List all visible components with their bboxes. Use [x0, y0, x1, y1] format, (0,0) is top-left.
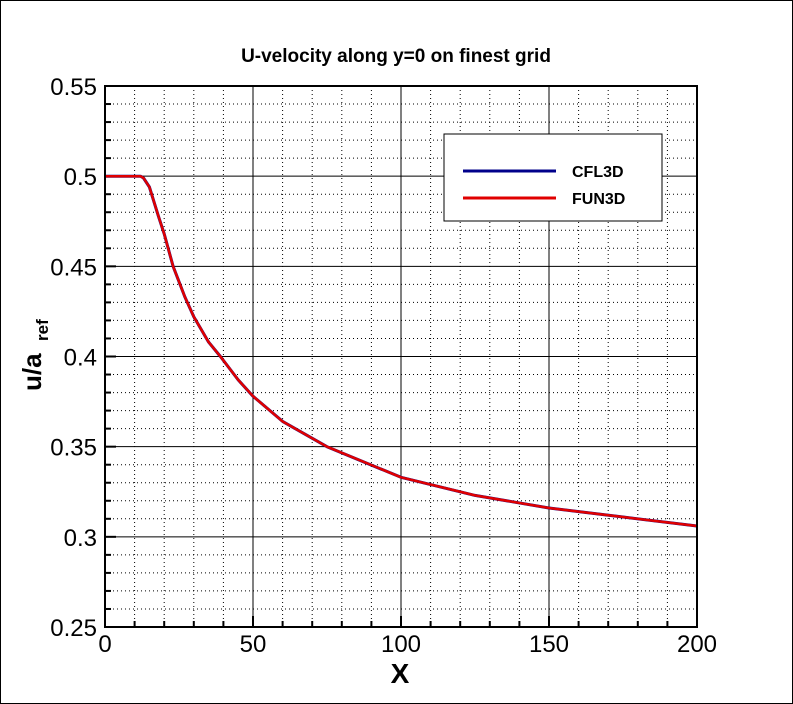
y-axis-label-main: u/a: [17, 353, 47, 391]
legend-label-fun3d: FUN3D: [572, 191, 625, 208]
plot-area-border: [104, 85, 698, 628]
x-tick-label: 50: [240, 631, 267, 658]
x-tick-label: 200: [677, 631, 717, 658]
x-tick-label: 100: [381, 631, 421, 658]
y-axis-label: u/a ref: [17, 319, 52, 391]
y-tick-label: 0.4: [64, 345, 97, 372]
y-tick-label: 0.55: [50, 74, 97, 101]
y-tick-label: 0.35: [50, 435, 97, 462]
chart-title: U-velocity along y=0 on finest grid: [241, 46, 551, 67]
y-tick-label: 0.45: [50, 254, 97, 281]
y-axis-label-sub: ref: [33, 319, 52, 341]
series-lines: [105, 174, 698, 528]
legend: CFL3D FUN3D: [443, 133, 663, 222]
y-tick-label: 0.5: [64, 164, 97, 191]
x-axis-label: X: [391, 658, 410, 689]
x-tick-label: 150: [529, 631, 569, 658]
axis-ticks: 0 50 100 150 200 0.25 0.3 0.35 0.4 0.45 0.5 0.55: [50, 74, 717, 658]
legend-box: [443, 133, 663, 222]
legend-label-cfl3d: CFL3D: [572, 164, 624, 181]
series-line-fun3d: [105, 174, 698, 528]
y-tick-label: 0.25: [50, 615, 97, 642]
y-tick-label: 0.3: [64, 525, 97, 552]
x-tick-label: 0: [98, 631, 111, 658]
